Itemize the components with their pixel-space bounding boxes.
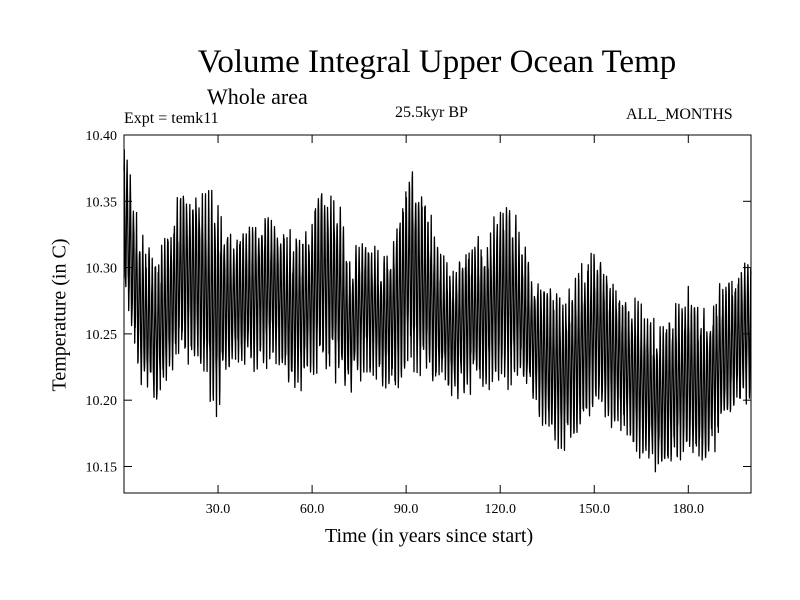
y-tick-label: 10.35	[86, 195, 118, 210]
y-tick-label: 10.25	[86, 328, 118, 343]
x-tick-label: 150.0	[579, 502, 611, 517]
x-tick-label: 30.0	[206, 502, 231, 517]
experiment-label: Expt = temk11	[124, 110, 219, 127]
x-tick-label: 180.0	[673, 502, 705, 517]
series-line	[123, 149, 752, 473]
y-tick-label: 10.20	[86, 394, 118, 409]
y-ticks: 10.15 10.20 10.25 10.30 10.35 10.40	[86, 129, 751, 475]
chart-title: Volume Integral Upper Ocean Temp	[197, 44, 677, 80]
series-layer	[123, 149, 752, 473]
y-tick-label: 10.40	[86, 129, 118, 144]
x-tick-label: 120.0	[484, 502, 516, 517]
x-ticks: 30.0 60.0 90.0 120.0 150.0 180.0	[206, 135, 704, 517]
y-tick-label: 10.15	[86, 460, 118, 475]
chart-subtitle: Whole area	[207, 84, 308, 109]
x-tick-label: 60.0	[300, 502, 325, 517]
x-tick-label: 90.0	[394, 502, 419, 517]
x-axis-label: Time (in years since start)	[325, 525, 534, 547]
period-label: 25.5kyr BP	[395, 104, 468, 121]
months-label: ALL_MONTHS	[626, 106, 733, 123]
y-tick-label: 10.30	[86, 262, 118, 277]
plot-frame	[123, 134, 752, 494]
